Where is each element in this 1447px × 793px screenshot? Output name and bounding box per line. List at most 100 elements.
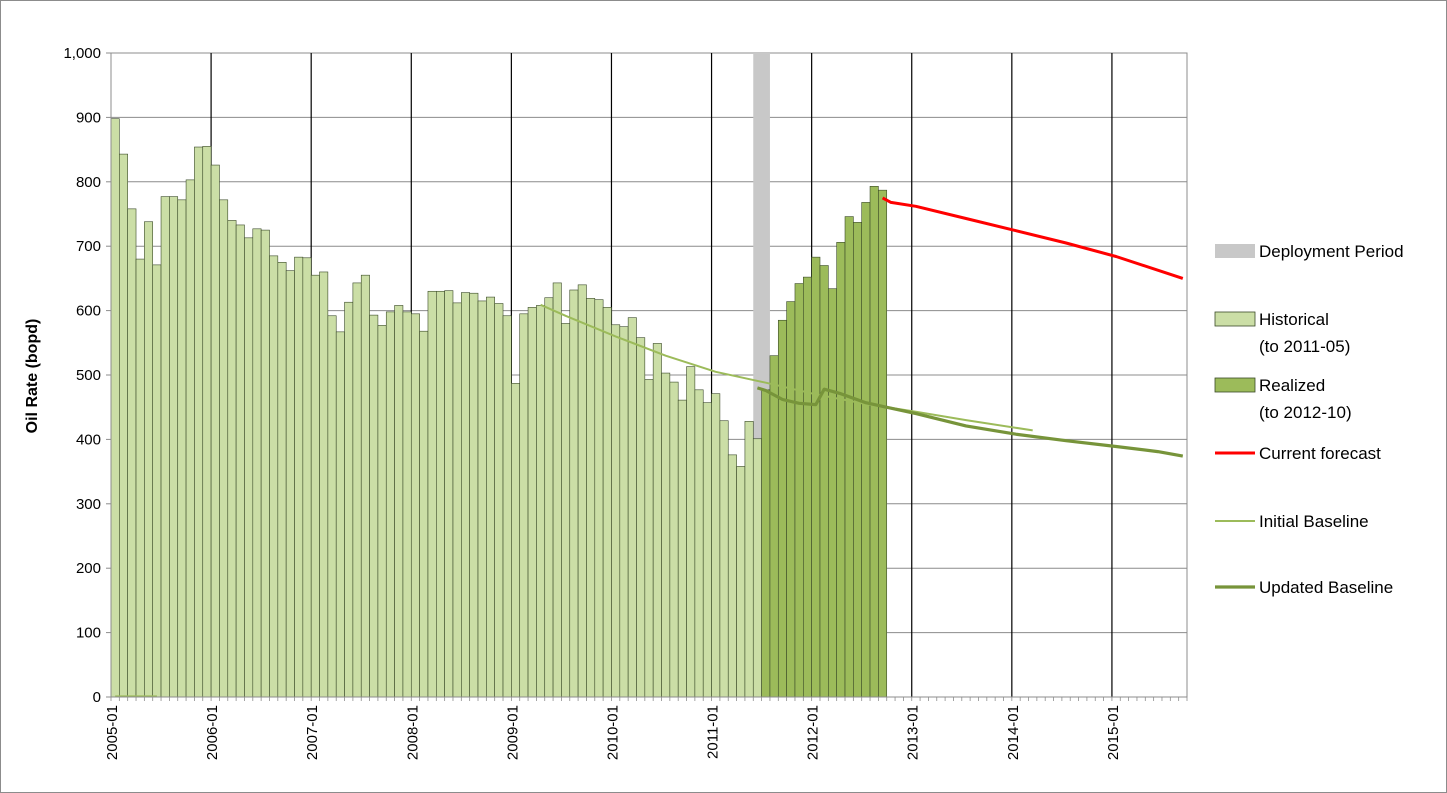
historical-bar <box>244 237 254 698</box>
realized-bar <box>786 301 796 698</box>
historical-bar <box>644 379 654 698</box>
historical-bar <box>627 317 637 698</box>
historical-bar <box>110 118 120 698</box>
historical-bar <box>477 300 487 698</box>
historical-bar <box>427 290 437 698</box>
realized-bar <box>761 389 771 698</box>
y-tick-label: 700 <box>76 238 101 255</box>
historical-bar <box>527 307 537 698</box>
historical-bar <box>652 343 662 698</box>
x-tick-label: 2015-01 <box>1105 705 1122 760</box>
historical-bar <box>669 381 679 698</box>
historical-bar <box>219 199 229 698</box>
historical-bar <box>611 324 621 698</box>
historical-bar <box>452 302 462 698</box>
historical-bar <box>319 271 329 698</box>
historical-bar <box>160 196 170 698</box>
realized-bar <box>769 355 779 698</box>
historical-bar <box>494 303 504 698</box>
historical-bar <box>736 466 746 698</box>
historical-bar <box>552 282 562 698</box>
historical-bar <box>402 311 412 698</box>
realized-bar <box>819 265 829 698</box>
historical-bar <box>310 274 320 698</box>
historical-bar <box>360 274 370 698</box>
historical-bar <box>210 164 220 698</box>
historical-bar <box>369 314 379 698</box>
x-tick-label: 2013-01 <box>905 705 922 760</box>
current-forecast-line <box>881 196 1184 280</box>
historical-bar <box>127 208 137 698</box>
historical-bar <box>344 301 354 698</box>
legend-label: Realized <box>1259 376 1325 395</box>
realized-bar <box>836 242 846 698</box>
historical-bar <box>252 228 262 698</box>
legend-label: Historical <box>1259 310 1329 329</box>
realized-bar <box>828 288 837 698</box>
historical-bar <box>152 264 162 698</box>
historical-bar <box>185 179 195 698</box>
realized-bar <box>861 202 871 698</box>
historical-bar <box>419 330 429 698</box>
historical-bar <box>702 402 712 698</box>
legend-label: Initial Baseline <box>1259 512 1369 531</box>
historical-bar <box>752 438 762 698</box>
realized-bar <box>869 186 879 698</box>
y-tick-label: 500 <box>76 367 101 384</box>
historical-bar <box>335 331 345 698</box>
legend-swatch-realized <box>1214 377 1256 393</box>
historical-bar <box>302 257 312 698</box>
historical-bar <box>269 255 279 698</box>
historical-bar <box>511 383 521 698</box>
historical-bar <box>260 229 270 698</box>
y-tick-label: 900 <box>76 109 101 126</box>
historical-bar <box>569 289 579 698</box>
x-tick-label: 2009-01 <box>504 705 521 760</box>
historical-bar <box>469 292 479 698</box>
historical-bar <box>561 323 571 698</box>
historical-bar <box>194 146 204 698</box>
legend-swatch-historical <box>1214 311 1256 327</box>
y-tick-label: 800 <box>76 174 101 191</box>
legend-label: (to 2011-05) <box>1259 337 1350 356</box>
historical-bar <box>235 224 245 698</box>
historical-bar <box>444 290 454 698</box>
historical-bar <box>602 307 612 698</box>
historical-bar <box>519 313 529 698</box>
y-tick-label: 200 <box>76 560 101 577</box>
series-lines <box>115 196 1184 698</box>
x-tick-label: 2005-01 <box>104 705 121 760</box>
historical-bar <box>119 153 128 698</box>
y-tick-label: 300 <box>76 496 101 513</box>
historical-bar <box>294 256 304 698</box>
historical-bar <box>719 420 729 698</box>
historical-bar <box>385 311 395 698</box>
historical-bar <box>177 199 187 698</box>
y-tick-label: 100 <box>76 625 101 642</box>
x-tick-label: 2014-01 <box>1005 705 1022 760</box>
historical-bar <box>410 313 420 698</box>
x-tick-label: 2007-01 <box>304 705 321 760</box>
legend-label: Current forecast <box>1259 444 1381 463</box>
historical-bar <box>377 325 387 698</box>
historical-bar <box>619 326 629 698</box>
historical-bar <box>744 421 754 698</box>
x-tick-label: 2011-01 <box>705 705 722 759</box>
historical-bar <box>436 290 445 698</box>
historical-bar <box>586 298 596 698</box>
legend-label: Updated Baseline <box>1259 578 1393 597</box>
historical-bar <box>636 337 646 698</box>
legend: Deployment Period Historical (to 2011-05) R… <box>1214 242 1404 597</box>
realized-bar <box>878 189 888 698</box>
historical-bar <box>486 296 495 698</box>
legend-label: (to 2012-10) <box>1259 403 1352 422</box>
historical-bar <box>352 282 362 698</box>
y-tick-label: 1,000 <box>63 45 101 62</box>
historical-bar <box>577 284 587 698</box>
historical-bar <box>661 372 671 698</box>
historical-bar <box>677 399 687 698</box>
historical-bar <box>727 454 737 698</box>
realized-bar <box>794 283 804 698</box>
historical-bar <box>202 146 212 698</box>
historical-bar <box>544 297 554 698</box>
